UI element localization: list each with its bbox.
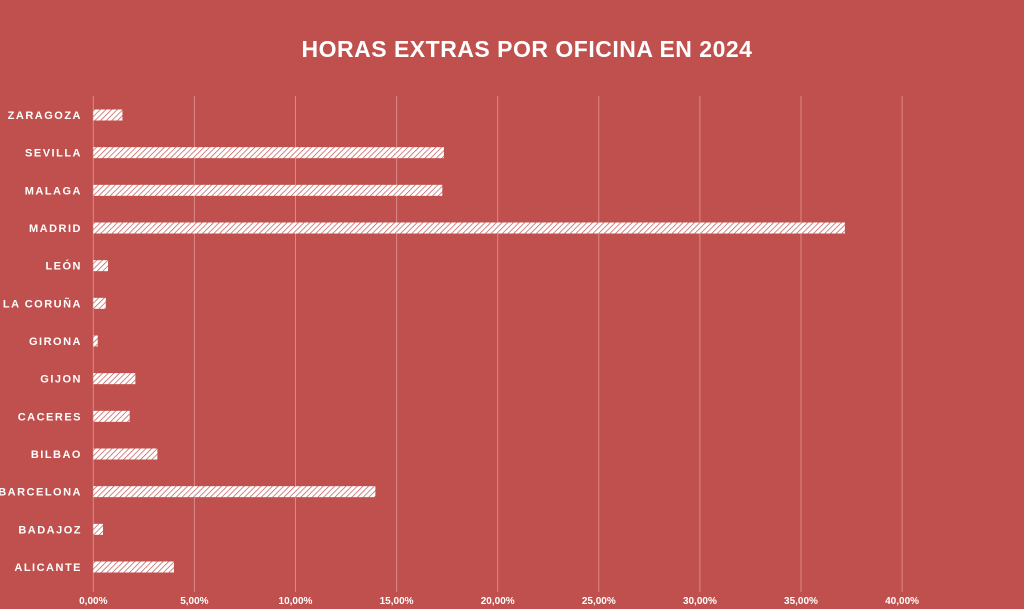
bar-girona [93, 335, 98, 347]
bar-gijon [93, 373, 136, 385]
bar-la-coruña [93, 297, 106, 309]
gridlines [92, 96, 903, 592]
x-tick-label: 0,00% [79, 596, 107, 607]
x-tick-label: 5,00% [180, 596, 208, 607]
bar-badajoz [93, 523, 104, 535]
chart-title: HORAS EXTRAS POR OFICINA EN 2024 [302, 36, 753, 62]
category-label: LA CORUÑA [3, 297, 82, 310]
category-label: MADRID [29, 223, 82, 235]
bar-madrid [93, 222, 845, 234]
category-label: GIRONA [29, 336, 82, 348]
x-axis-tick-labels: 0,00% 5,00% 10,00% 15,00% 20,00% 25,00% 30,00%… [79, 596, 919, 607]
bars [93, 109, 845, 573]
category-label: BADAJOZ [18, 524, 82, 536]
x-tick-label: 10,00% [279, 596, 313, 607]
category-label: BILBAO [31, 449, 82, 461]
bar-sevilla [93, 147, 444, 159]
bar-zaragoza [93, 109, 123, 121]
category-label: MALAGA [25, 185, 82, 197]
bar-barcelona [93, 486, 376, 498]
category-label: CACERES [18, 411, 82, 423]
bar-bilbao [93, 448, 158, 460]
x-tick-label: 25,00% [582, 596, 616, 607]
x-tick-label: 40,00% [885, 596, 919, 607]
category-label: SEVILLA [25, 148, 82, 160]
bar-malaga [93, 184, 443, 196]
bar-alicante [93, 561, 174, 573]
category-label: ZARAGOZA [8, 110, 82, 122]
category-label: ALICANTE [14, 562, 82, 574]
category-label: LEÓN [45, 260, 82, 273]
x-tick-label: 20,00% [481, 596, 515, 607]
category-label: BARCELONA [0, 487, 82, 499]
category-label: GIJON [40, 374, 82, 386]
x-tick-label: 30,00% [683, 596, 717, 607]
x-tick-label: 15,00% [380, 596, 414, 607]
category-labels: ZARAGOZA SEVILLA MALAGA MADRID LEÓN LA CORUÑA… [0, 110, 82, 574]
bar-caceres [93, 410, 130, 422]
x-tick-label: 35,00% [784, 596, 818, 607]
bar-león [93, 260, 109, 272]
